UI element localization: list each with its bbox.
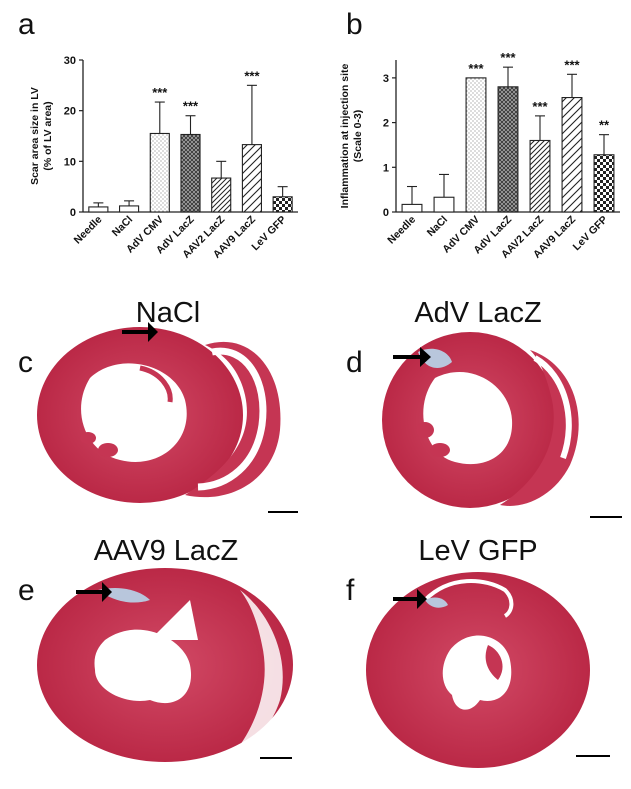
panel-letter-d: d [346, 346, 363, 379]
significance-label: *** [152, 85, 168, 100]
significance-label: *** [532, 99, 548, 114]
micrograph-title-nacl: NaCl [136, 297, 200, 329]
x-tick-label: Needle [385, 214, 418, 247]
bar-adv-cmv [149, 132, 170, 213]
arrow-icon [122, 322, 158, 342]
micrograph-panel-aav9-lacz: e AAV9 LacZ [18, 535, 293, 762]
panel-letter-e: e [18, 574, 35, 607]
arrow-icon [76, 582, 112, 602]
bar-nacl [433, 196, 455, 213]
x-tick-label: Needle [72, 214, 105, 247]
heart-section-image-aav9-lacz [37, 568, 293, 762]
y-tick-label: 3 [383, 73, 389, 85]
heart-section-image-nacl [37, 327, 281, 503]
bar-aav2-lacz [211, 177, 232, 213]
bar-lev-gfp [272, 196, 293, 213]
significance-label: ** [599, 118, 610, 133]
panel-letter-f: f [346, 574, 355, 607]
micrograph-title-aav9-lacz: AAV9 LacZ [94, 535, 239, 567]
arrow-icon [393, 589, 427, 609]
bar-aav2-lacz [529, 139, 551, 213]
heart-section-image-lev-gfp [366, 572, 590, 768]
bar-lev-gfp [593, 154, 615, 213]
micrograph-title-adv-lacz: AdV LacZ [414, 297, 541, 329]
significance-label: *** [564, 57, 580, 72]
x-tick-label: NaCl [425, 214, 450, 239]
x-tick-label: NaCl [110, 214, 135, 239]
significance-label: *** [500, 50, 516, 65]
y-tick-label: 1 [383, 162, 389, 174]
heart-section-image-adv-lacz [382, 332, 579, 508]
scale-bar [576, 755, 610, 757]
significance-label: *** [468, 61, 484, 76]
micrograph-panel-lev-gfp: f LeV GFP [346, 535, 610, 768]
y-axis-label: Scar area size in LV(% of LV area) [29, 87, 54, 185]
chart-inflammation: 0 1 2 3 Inflammation at injection site(Scale… [339, 50, 620, 261]
y-tick-label: 2 [383, 118, 389, 130]
scale-bar [590, 516, 622, 518]
micrograph-title-lev-gfp: LeV GFP [418, 535, 537, 567]
chart-scar-area: 0 10 20 30 Scar area size in LV(% of LV area… [29, 55, 298, 261]
significance-label: *** [244, 68, 260, 83]
bar-aav9-lacz [241, 144, 263, 213]
bar-adv-lacz [180, 133, 201, 213]
y-tick-label: 20 [64, 106, 76, 118]
bar-adv-cmv [465, 77, 487, 213]
significance-label: *** [183, 99, 199, 114]
panel-letter-c: c [18, 346, 33, 379]
bar-aav9-lacz [561, 97, 583, 213]
scale-bar [268, 511, 298, 513]
y-tick-label: 0 [383, 207, 389, 219]
bar-needle [401, 203, 423, 213]
x-tick-label: LeV GFP [571, 214, 610, 253]
micrograph-panel-nacl: c NaCl [18, 297, 298, 513]
panel-letter-b: b [346, 8, 363, 41]
y-tick-label: 30 [64, 55, 76, 67]
y-axis-label: Inflammation at injection site(Scale 0-3… [339, 64, 364, 209]
arrow-icon [393, 347, 431, 367]
panel-letter-a: a [18, 8, 35, 41]
bar-nacl [119, 205, 140, 213]
bar-adv-lacz [497, 86, 519, 213]
micrograph-panel-adv-lacz: d AdV LacZ [346, 297, 622, 518]
y-tick-label: 10 [64, 156, 76, 168]
bar-needle [88, 206, 109, 213]
y-tick-label: 0 [70, 207, 76, 219]
scale-bar [260, 757, 292, 759]
